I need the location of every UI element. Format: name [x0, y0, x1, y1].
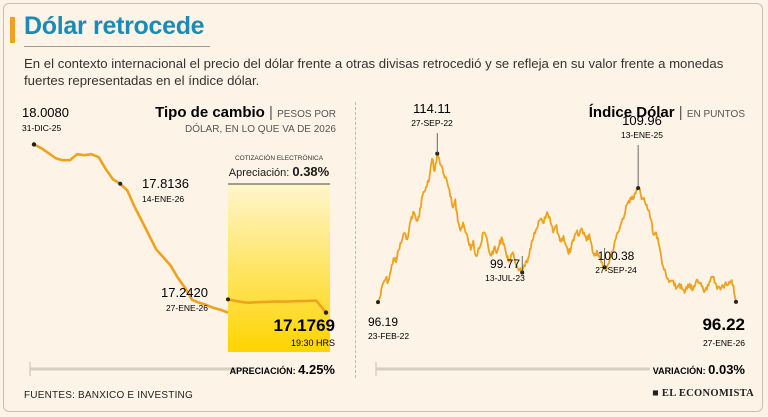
title-separator-right: | [675, 104, 687, 121]
highlight-label: Apreciación: 0.38% [229, 164, 330, 179]
index-value-2: 114.11 [413, 101, 451, 116]
summary-left: APRECIACIÓN: 4.25% [230, 362, 336, 377]
summary-right-value: 0.03% [708, 362, 745, 377]
dollar-index-line [377, 152, 737, 303]
dollar-index-chart: Índice Dólar | EN PUNTOS 96.19 23-FEB-22 11… [368, 101, 745, 377]
chart-subtitle-right: EN PUNTOS [687, 109, 745, 120]
index-value-4: 100.38 [598, 249, 635, 263]
appreciation-highlight-box [228, 184, 330, 352]
annotation-date-1: 14-ENE-26 [142, 194, 184, 204]
charts-divider [355, 102, 356, 378]
start-value-label: 18.0080 [22, 105, 69, 120]
source-note: FUENTES: BANXICO E INVESTING [24, 390, 193, 401]
chart-subtitle-left-1: PESOS POR [277, 109, 336, 120]
index-date-1: 23-FEB-22 [368, 331, 409, 341]
close-point-marker [323, 310, 329, 315]
title-separator: | [265, 104, 277, 121]
index-date-2: 27-SEP-22 [411, 118, 453, 128]
exchange-rate-line-recent [227, 298, 328, 314]
brand-logo: ■ EL ECONOMISTA [652, 388, 754, 399]
annotation-value-2: 17.2420 [161, 285, 208, 300]
index-date-6: 27-ENE-26 [703, 338, 745, 348]
close-value-label: 17.1769 [274, 316, 335, 335]
title-rule [24, 46, 210, 47]
index-value-5: 109.96 [622, 113, 662, 128]
title-accent-bar [10, 17, 15, 43]
start-point-marker [31, 142, 37, 147]
chart-title-text: Tipo de cambio [155, 104, 265, 121]
index-date-5: 13-ENE-25 [621, 130, 663, 140]
index-marker-1 [376, 300, 380, 305]
annotation-marker-1 [118, 181, 123, 186]
annotation-value-1: 17.8136 [142, 176, 189, 191]
annotation-date-2: 27-ENE-26 [166, 303, 208, 313]
chart-title-left: Tipo de cambio | PESOS POR [155, 104, 336, 121]
brand-mark-icon: ■ [652, 388, 662, 399]
summary-left-value: 4.25% [298, 362, 335, 377]
chart-title-right-text: Índice Dólar [589, 104, 675, 121]
infographic-frame [3, 3, 763, 412]
summary-left-label: APRECIACIÓN: [230, 365, 299, 376]
annotation-marker-2 [226, 297, 230, 302]
chart-subtitle-left-2: DÓLAR, EN LO QUE VA DE 2026 [185, 122, 336, 135]
brand-name: EL ECONOMISTA [661, 388, 754, 399]
index-date-4: 27-SEP-24 [595, 265, 637, 275]
highlight-value: 0.38% [292, 164, 329, 179]
index-value-3: 99.77 [490, 257, 520, 271]
summary-right: VARIACIÓN: 0.03% [653, 362, 746, 377]
index-date-3: 13-JUL-23 [485, 273, 525, 283]
highlight-label-text: Apreciación: [229, 167, 293, 179]
index-value-1: 96.19 [368, 315, 398, 329]
page-title: Dólar retrocede [24, 12, 205, 40]
chart-title-right: Índice Dólar | EN PUNTOS [589, 104, 746, 121]
summary-right-label: VARIACIÓN: [653, 365, 708, 376]
close-time-label: 19:30 HRS [291, 338, 335, 348]
exchange-rate-chart: COTIZACIÓN ELECTRÓNICA Apreciación: 0.38%… [22, 104, 336, 377]
index-value-6: 96.22 [702, 315, 745, 334]
exchange-rate-line [33, 143, 229, 314]
start-date-label: 31-DIC-25 [22, 123, 61, 133]
intro-text: En el contexto internacional el precio d… [24, 56, 724, 88]
index-marker-6 [734, 299, 738, 304]
highlight-caption: COTIZACIÓN ELECTRÓNICA [235, 153, 324, 162]
